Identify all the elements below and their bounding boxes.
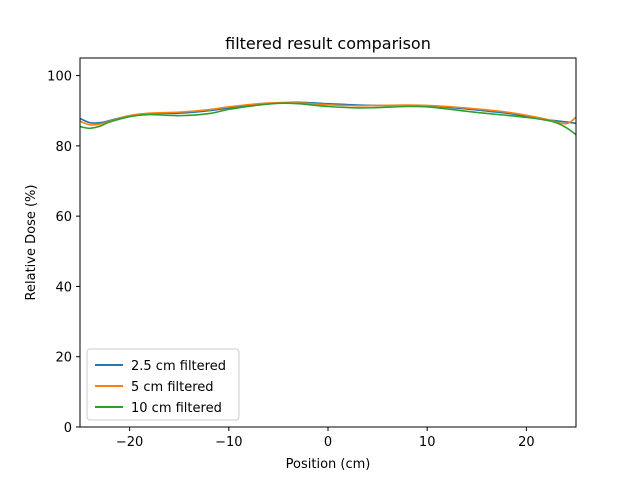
- y-tick-label: 0: [64, 421, 72, 436]
- legend-label: 10 cm filtered: [131, 401, 222, 416]
- y-tick-label: 20: [55, 351, 72, 366]
- x-tick-label: 20: [518, 435, 535, 450]
- y-axis: 0 20 40 60 80 100: [47, 70, 80, 436]
- x-tick-label: −10: [215, 435, 242, 450]
- y-tick-label: 60: [55, 210, 72, 225]
- plot-frame: [79, 57, 577, 428]
- plot-area: [80, 101, 576, 136]
- legend: 2.5 cm filtered 5 cm filtered 10 cm filter…: [86, 348, 240, 421]
- legend-label: 2.5 cm filtered: [131, 359, 226, 374]
- y-tick-label: 40: [55, 280, 72, 295]
- x-tick-label: 0: [324, 435, 332, 450]
- series-line-2: [80, 101, 576, 126]
- y-axis-label: Relative Dose (%): [24, 185, 39, 301]
- legend-label: 5 cm filtered: [131, 380, 214, 395]
- x-tick-label: 10: [419, 435, 436, 450]
- chart-title: filtered result comparison: [225, 34, 431, 53]
- x-axis-label: Position (cm): [286, 457, 371, 472]
- y-tick-label: 80: [55, 140, 72, 155]
- y-tick-label: 100: [47, 70, 72, 85]
- series-line-3: [80, 102, 576, 136]
- legend-box: [86, 348, 240, 421]
- x-tick-label: −20: [116, 435, 143, 450]
- x-axis: −20 −10 0 10 20: [116, 427, 535, 450]
